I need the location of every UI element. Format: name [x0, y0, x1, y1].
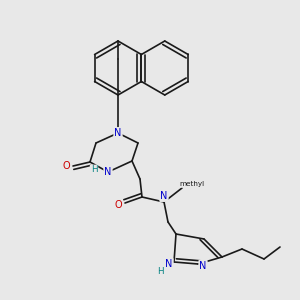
Text: O: O — [114, 200, 122, 210]
Text: N: N — [199, 261, 207, 271]
Text: methyl: methyl — [179, 181, 205, 187]
Text: O: O — [62, 161, 70, 171]
Text: N: N — [165, 259, 173, 269]
Text: N: N — [114, 128, 122, 138]
Text: N: N — [104, 167, 112, 177]
Text: H: H — [91, 166, 97, 175]
Text: N: N — [160, 191, 168, 201]
Text: H: H — [157, 268, 163, 277]
